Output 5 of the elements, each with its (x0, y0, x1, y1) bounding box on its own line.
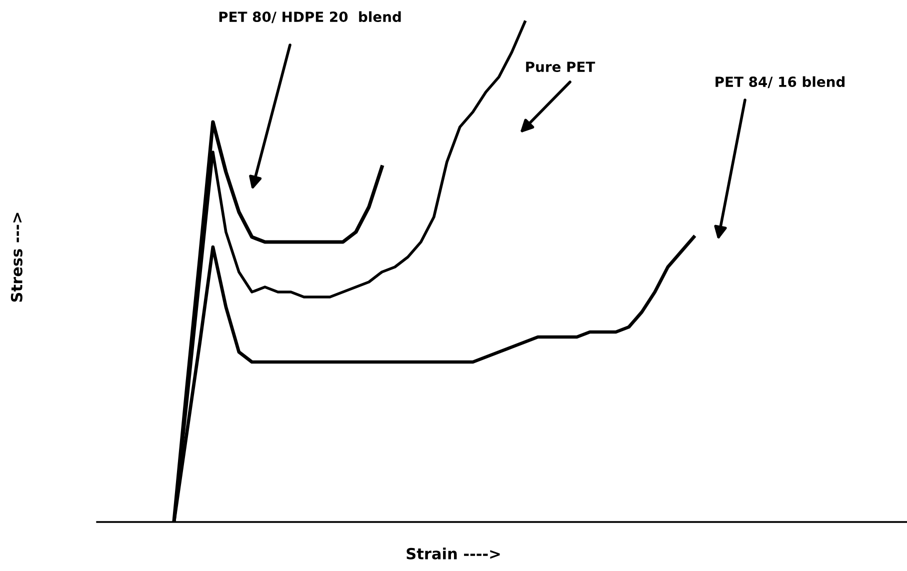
annotation: Pure PET (526, 62, 596, 72)
text: PET 84/ 16 blend (716, 76, 844, 88)
annotation: PET 80/ HDPE 20 blend (219, 11, 401, 24)
x-axis-title: Strain ----> (406, 548, 500, 560)
text: Stress ---> (10, 212, 22, 302)
